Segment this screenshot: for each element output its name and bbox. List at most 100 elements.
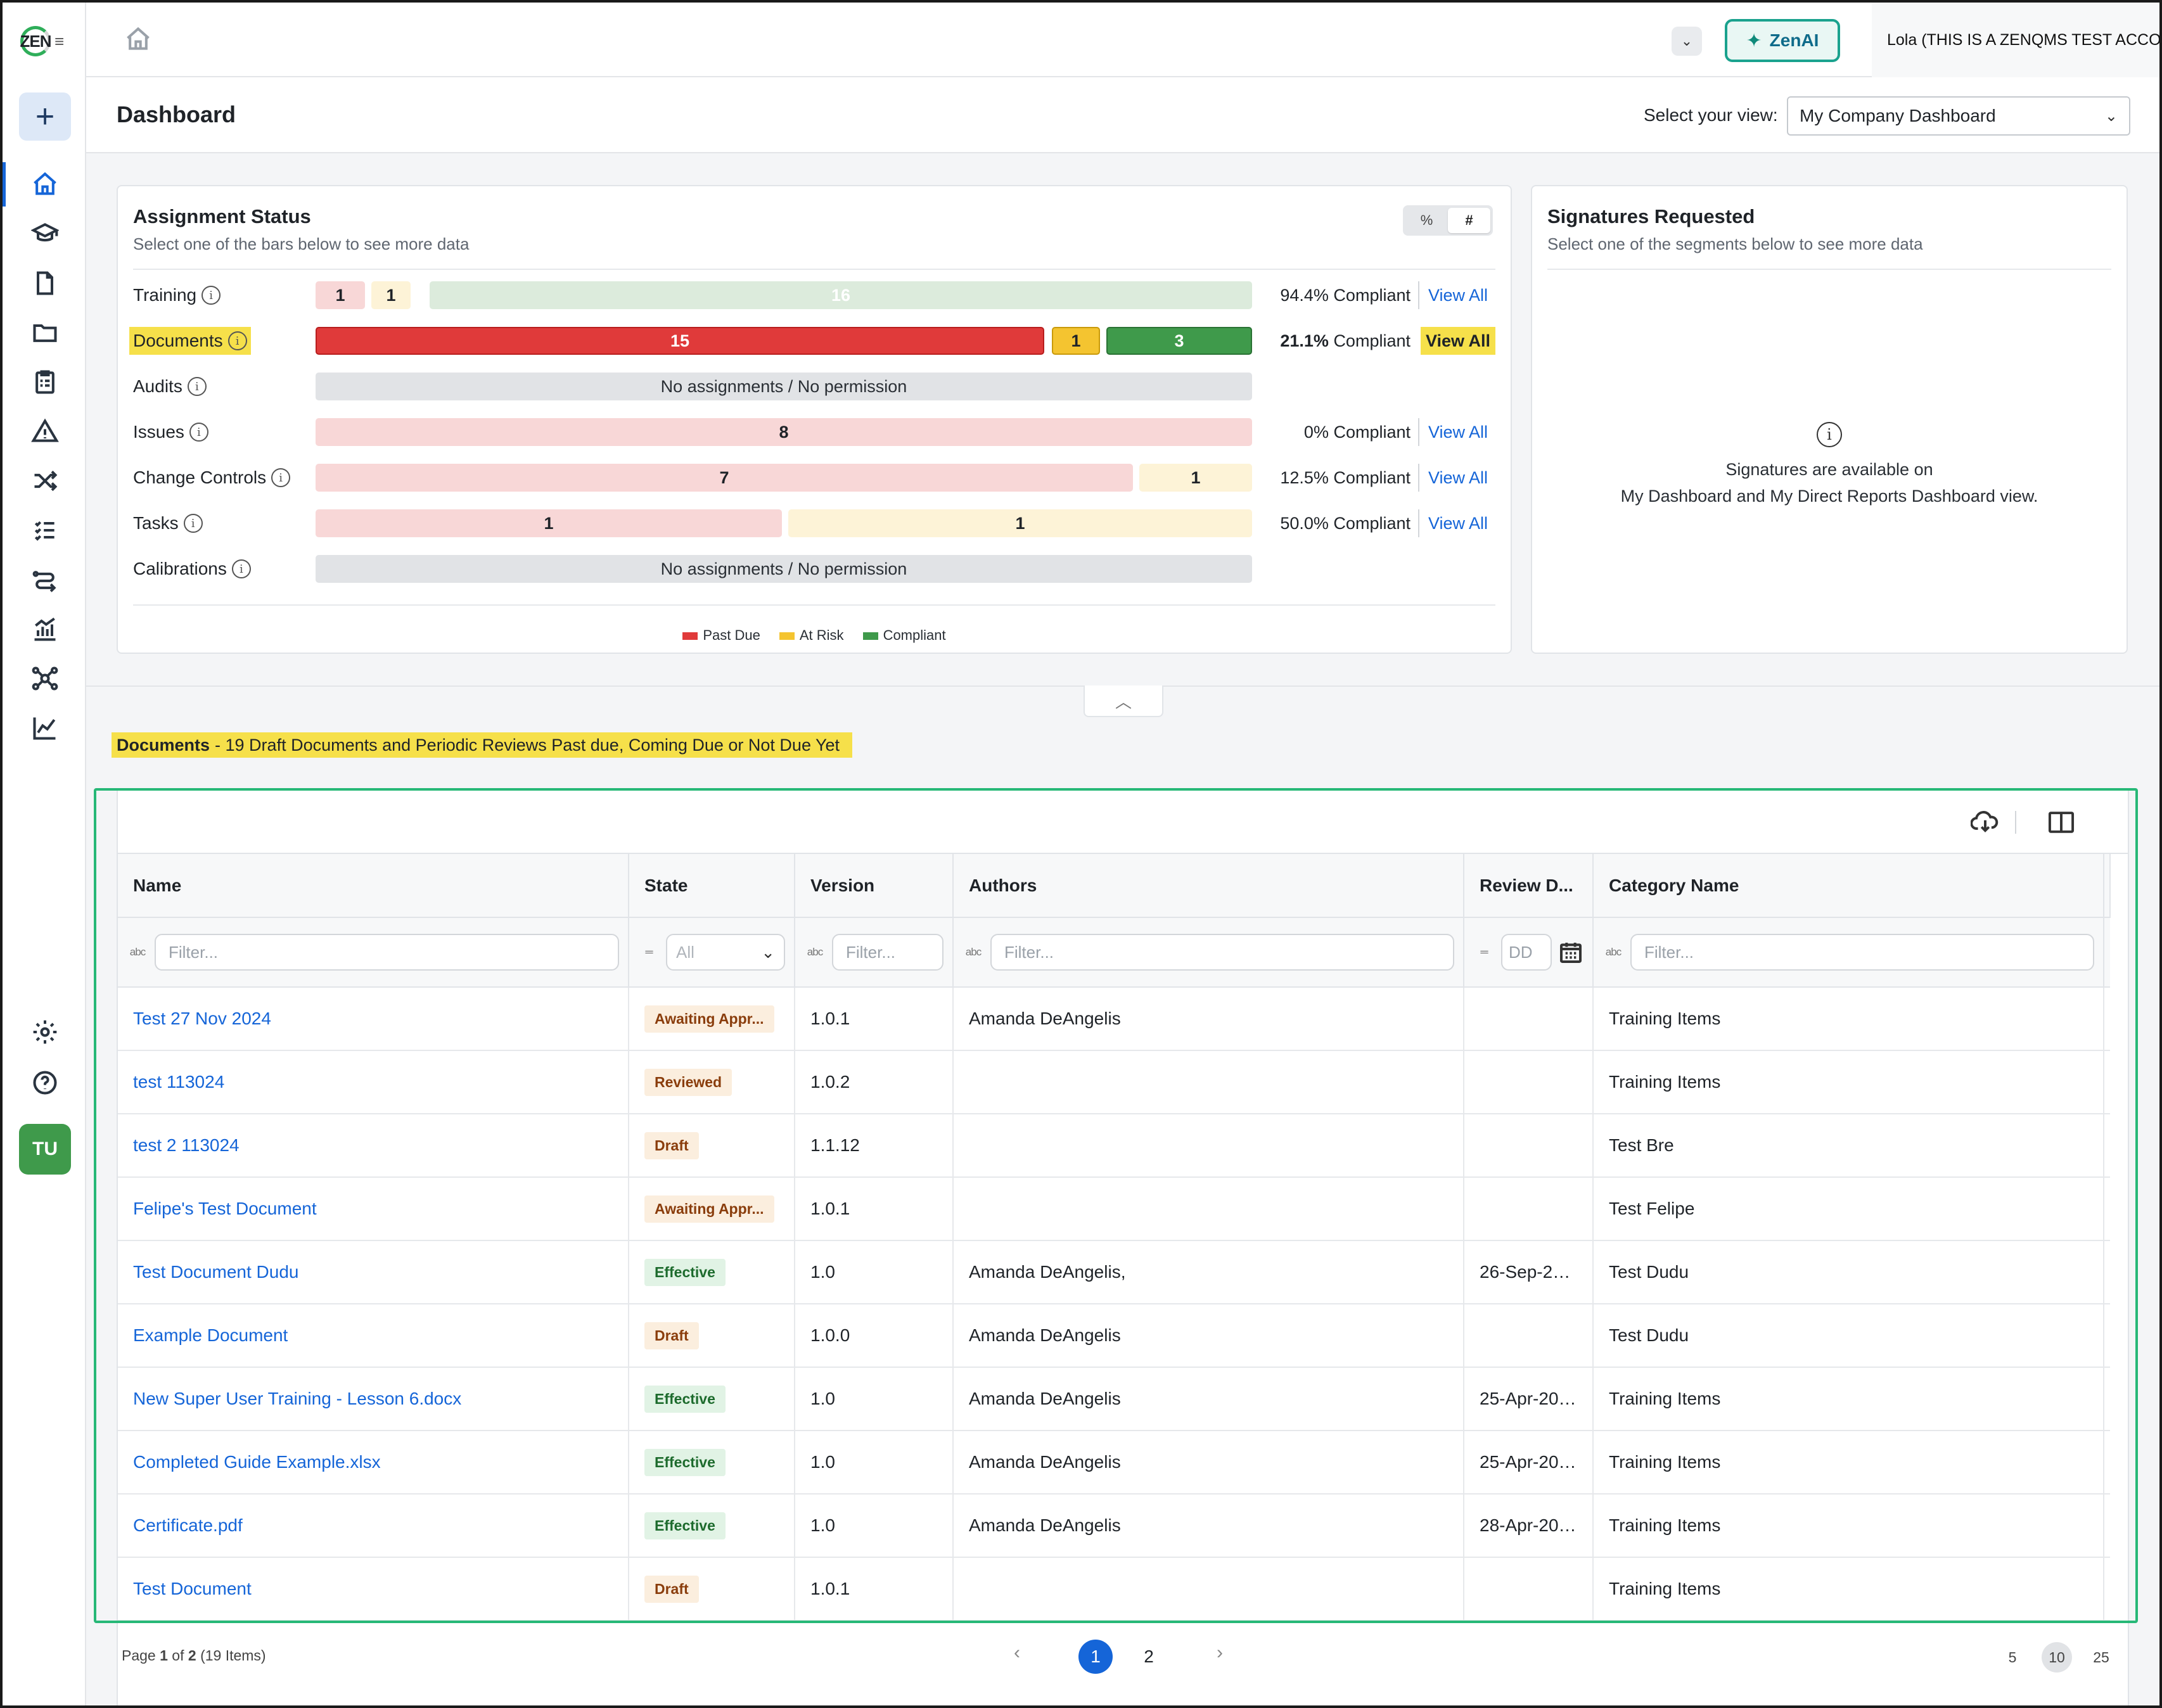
training-view-all-link[interactable]: View All xyxy=(1418,281,1488,309)
toggle-percent[interactable]: % xyxy=(1420,212,1433,228)
document-name-link[interactable]: Completed Guide Example.xlsx xyxy=(118,1431,629,1494)
table-row[interactable]: Example Document Draft 1.0.0 Amanda DeAngel… xyxy=(118,1304,2110,1368)
documents-past-due-bar[interactable]: 15 xyxy=(316,327,1044,355)
column-header-version[interactable]: Version xyxy=(795,854,954,918)
documents-at-risk-bar[interactable]: 1 xyxy=(1052,327,1100,355)
info-icon[interactable]: i xyxy=(231,559,251,578)
view-selector-dropdown[interactable]: My Company Dashboard ⌄ xyxy=(1787,96,2130,136)
sidebar-item-reports[interactable] xyxy=(19,607,71,651)
table-row[interactable]: New Super User Training - Lesson 6.docx E… xyxy=(118,1367,2110,1431)
issues-past-due-bar[interactable]: 8 xyxy=(316,418,1252,446)
page-size-5[interactable]: 5 xyxy=(2008,1648,2017,1666)
document-name-link[interactable]: test 113024 xyxy=(118,1050,629,1114)
info-icon[interactable]: i xyxy=(201,286,221,305)
chevron-down-icon[interactable]: ⌄ xyxy=(1672,27,1702,56)
authors-filter-input[interactable]: Filter... xyxy=(990,934,1454,971)
sidebar-item-home[interactable] xyxy=(19,162,71,207)
sidebar-item-workflows[interactable] xyxy=(19,558,71,602)
state-filter-select[interactable]: All ⌄ xyxy=(666,934,785,971)
page-size-10[interactable]: 10 xyxy=(2042,1642,2072,1673)
table-row[interactable]: test 113024 Reviewed 1.0.2 Training Items xyxy=(118,1050,2110,1114)
change-controls-view-all-link[interactable]: View All xyxy=(1418,464,1488,492)
menu-icon[interactable]: ≡ xyxy=(54,31,65,51)
sidebar-item-audits[interactable] xyxy=(19,360,71,404)
sidebar-item-training[interactable] xyxy=(19,212,71,256)
table-row[interactable]: Test 27 Nov 2024 Awaiting Appr... 1.0.1 Ama… xyxy=(118,987,2110,1051)
table-row[interactable]: Test Document Draft 1.0.1 Training Items xyxy=(118,1557,2110,1621)
sidebar-item-network[interactable] xyxy=(19,656,71,701)
document-name-link[interactable]: Test Document xyxy=(118,1557,629,1621)
tasks-view-all-link[interactable]: View All xyxy=(1418,509,1488,537)
change-controls-past-due-bar[interactable]: 7 xyxy=(316,464,1133,492)
sidebar-item-change-controls[interactable] xyxy=(19,459,71,503)
training-compliant-bar[interactable]: 16 xyxy=(430,281,1252,309)
chevron-left-icon[interactable]: ‹ xyxy=(1014,1642,1020,1663)
table-row[interactable]: Felipe's Test Document Awaiting Appr... 1.… xyxy=(118,1177,2110,1241)
document-name-link[interactable]: Test Document Dudu xyxy=(118,1240,629,1304)
page-size-25[interactable]: 25 xyxy=(2093,1648,2109,1666)
table-row[interactable]: Test Document Dudu Effective 1.0 Amanda DeA… xyxy=(118,1240,2110,1304)
text-filter-icon[interactable]: abc xyxy=(1605,946,1622,958)
name-filter-input[interactable]: Filter... xyxy=(155,934,619,971)
review-date-filter-input[interactable]: DD xyxy=(1501,934,1552,971)
document-name-link[interactable]: Example Document xyxy=(118,1304,629,1368)
issues-view-all-link[interactable]: View All xyxy=(1418,418,1488,446)
row-label-text: Training xyxy=(133,285,197,305)
tasks-at-risk-bar[interactable]: 1 xyxy=(788,509,1252,537)
column-header-review-date[interactable]: Review D... xyxy=(1464,854,1594,918)
info-icon[interactable]: i xyxy=(227,331,247,350)
home-breadcrumb[interactable] xyxy=(124,25,152,53)
document-name-link[interactable]: Certificate.pdf xyxy=(118,1494,629,1558)
logo[interactable]: ZEN ≡ xyxy=(20,25,71,57)
sidebar-item-tasks[interactable] xyxy=(19,508,71,552)
documents-compliant-bar[interactable]: 3 xyxy=(1106,327,1252,355)
table-row[interactable]: test 2 113024 Draft 1.1.12 Test Bre xyxy=(118,1114,2110,1178)
sidebar-item-settings[interactable] xyxy=(19,1010,71,1054)
sidebar-item-help[interactable] xyxy=(19,1061,71,1105)
text-filter-icon[interactable]: abc xyxy=(965,946,982,958)
change-controls-at-risk-bar[interactable]: 1 xyxy=(1139,464,1252,492)
info-icon[interactable]: i xyxy=(189,423,208,442)
column-header-name[interactable]: Name xyxy=(118,854,629,918)
scroll-gutter xyxy=(2104,1114,2110,1178)
text-filter-icon[interactable]: abc xyxy=(807,946,823,958)
card-title: Signatures Requested xyxy=(1547,205,1755,227)
column-header-category[interactable]: Category Name xyxy=(1593,854,2104,918)
version-filter-input[interactable]: Filter... xyxy=(832,934,943,971)
document-name-link[interactable]: New Super User Training - Lesson 6.docx xyxy=(118,1367,629,1431)
column-chooser-icon[interactable] xyxy=(2047,810,2076,835)
equals-filter-icon[interactable]: ═ xyxy=(645,946,653,958)
equals-filter-icon[interactable]: ═ xyxy=(1480,946,1488,958)
page-button-2[interactable]: 2 xyxy=(1144,1647,1154,1666)
documents-view-all-link[interactable]: View All xyxy=(1421,327,1496,355)
training-at-risk-bar[interactable]: 1 xyxy=(371,281,411,309)
document-name-link[interactable]: Test 27 Nov 2024 xyxy=(118,987,629,1051)
calendar-icon[interactable] xyxy=(1558,940,1583,965)
info-icon[interactable]: i xyxy=(183,514,203,533)
info-icon[interactable]: i xyxy=(187,377,207,396)
avatar[interactable]: TU xyxy=(19,1124,71,1175)
tasks-past-due-bar[interactable]: 1 xyxy=(316,509,782,537)
chevron-right-icon[interactable]: › xyxy=(1217,1642,1223,1663)
table-row[interactable]: Completed Guide Example.xlsx Effective 1.0… xyxy=(118,1431,2110,1494)
sidebar-item-folders[interactable] xyxy=(19,310,71,355)
cloud-download-icon[interactable] xyxy=(1970,810,2000,835)
collapse-panel-button[interactable]: ︿ xyxy=(1084,685,1163,717)
create-new-button[interactable]: + xyxy=(19,92,71,141)
info-icon[interactable]: i xyxy=(271,468,291,487)
sidebar-item-analytics[interactable] xyxy=(19,706,71,750)
table-row[interactable]: Certificate.pdf Effective 1.0 Amanda DeAnge… xyxy=(118,1494,2110,1558)
account-menu[interactable]: Lola (THIS IS A ZENQMS TEST ACCOUNT) xyxy=(1872,3,2159,77)
text-filter-icon[interactable]: abc xyxy=(129,946,146,958)
category-filter-input[interactable]: Filter... xyxy=(1630,934,2094,971)
column-header-state[interactable]: State xyxy=(629,854,795,918)
document-name-link[interactable]: test 2 113024 xyxy=(118,1114,629,1178)
zenai-button[interactable]: ✦ ZenAI xyxy=(1725,19,1840,62)
document-name-link[interactable]: Felipe's Test Document xyxy=(118,1177,629,1241)
sidebar-item-documents[interactable] xyxy=(19,261,71,305)
training-past-due-bar[interactable]: 1 xyxy=(316,281,365,309)
toggle-count[interactable]: # xyxy=(1448,208,1490,233)
column-header-authors[interactable]: Authors xyxy=(953,854,1464,918)
page-button-1[interactable]: 1 xyxy=(1078,1640,1113,1674)
sidebar-item-issues[interactable] xyxy=(19,409,71,454)
